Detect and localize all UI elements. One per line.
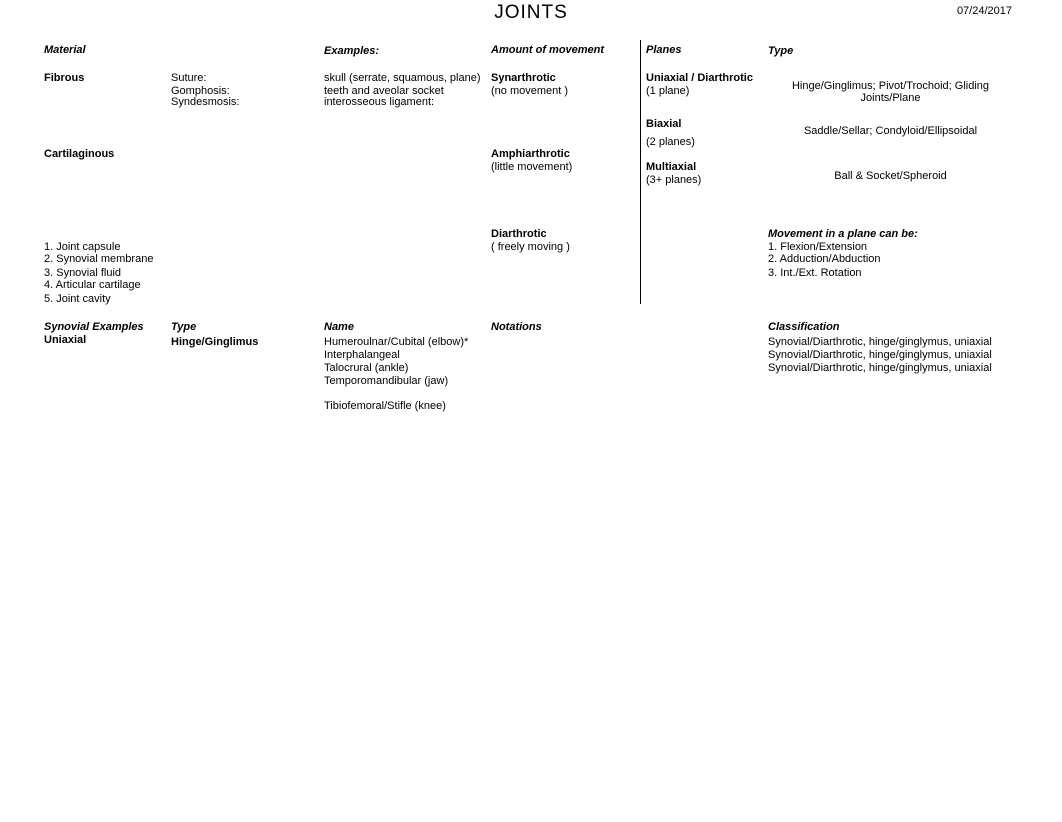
type-col-header: Type xyxy=(171,321,196,333)
vertical-divider xyxy=(640,40,641,304)
class1-text: Synovial/Diarthrotic, hinge/ginglymus, u… xyxy=(768,336,992,348)
add-abd-text: 2. Adduction/Abduction xyxy=(768,253,881,265)
temporomandibular-text: Temporomandibular (jaw) xyxy=(324,375,448,387)
tibiofemoral-text: Tibiofemoral/Stifle (knee) xyxy=(324,400,446,412)
saddle-type-text: Saddle/Sellar; Condyloid/Ellipsoidal xyxy=(768,125,1013,137)
synarthrotic-label: Synarthrotic xyxy=(491,72,556,84)
multiaxial-label: Multiaxial xyxy=(646,161,696,173)
hinge-row-label: Hinge/Ginglimus xyxy=(171,336,258,348)
cartilaginous-label: Cartilaginous xyxy=(44,148,114,160)
name-col-header: Name xyxy=(324,321,354,333)
suture-label: Suture: xyxy=(171,72,206,84)
ball-type-text: Ball & Socket/Spheroid xyxy=(768,170,1013,182)
type-header: Type xyxy=(768,45,793,57)
two-planes-text: (2 planes) xyxy=(646,136,695,148)
little-movement-text: (little movement) xyxy=(491,161,572,173)
int-ext-text: 3. Int./Ext. Rotation xyxy=(768,267,862,279)
diarthrotic-label: Diarthrotic xyxy=(491,228,547,240)
talocrural-text: Talocrural (ankle) xyxy=(324,362,408,374)
joint-cavity-text: 5. Joint cavity xyxy=(44,293,111,305)
movement-plane-header: Movement in a plane can be: xyxy=(768,228,918,240)
material-header: Material xyxy=(44,44,86,56)
one-plane-text: (1 plane) xyxy=(646,85,689,97)
notations-col-header: Notations xyxy=(491,321,542,333)
classification-col-header: Classification xyxy=(768,321,840,333)
interosseous-text: interosseous ligament: xyxy=(324,96,434,108)
freely-moving-text: ( freely moving ) xyxy=(491,241,570,253)
synovial-fluid-text: 3. Synovial fluid xyxy=(44,267,121,279)
biaxial-label: Biaxial xyxy=(646,118,681,130)
class3-text: Synovial/Diarthrotic, hinge/ginglymus, u… xyxy=(768,362,992,374)
date-text: 07/24/2017 xyxy=(957,5,1012,17)
synovial-membrane-text: 2. Synovial membrane xyxy=(44,253,153,265)
articular-cartilage-text: 4. Articular cartilage xyxy=(44,279,141,291)
skull-text: skull (serrate, squamous, plane) xyxy=(324,72,481,84)
three-planes-text: (3+ planes) xyxy=(646,174,701,186)
uniaxial-diarthrotic-label: Uniaxial / Diarthrotic xyxy=(646,72,753,84)
no-movement-text: (no movement ) xyxy=(491,85,568,97)
amphiarthrotic-label: Amphiarthrotic xyxy=(491,148,570,160)
page-title: JOINTS xyxy=(0,2,1062,24)
planes-header: Planes xyxy=(646,44,681,56)
fibrous-label: Fibrous xyxy=(44,72,84,84)
humeroulnar-text: Humeroulnar/Cubital (elbow)* xyxy=(324,336,468,348)
interphalangeal-text: Interphalangeal xyxy=(324,349,400,361)
hinge-type-text: Hinge/Ginglimus; Pivot/Trochoid; Gliding… xyxy=(768,80,1013,104)
movement-header: Amount of movement xyxy=(491,44,604,56)
syndesmosis-label: Syndesmosis: xyxy=(171,96,239,108)
uniaxial-row-label: Uniaxial xyxy=(44,334,86,346)
flex-ext-text: 1. Flexion/Extension xyxy=(768,241,867,253)
class2-text: Synovial/Diarthrotic, hinge/ginglymus, u… xyxy=(768,349,992,361)
joint-capsule-text: 1. Joint capsule xyxy=(44,241,120,253)
examples-header: Examples: xyxy=(324,45,379,57)
synovial-examples-header: Synovial Examples xyxy=(44,321,144,333)
